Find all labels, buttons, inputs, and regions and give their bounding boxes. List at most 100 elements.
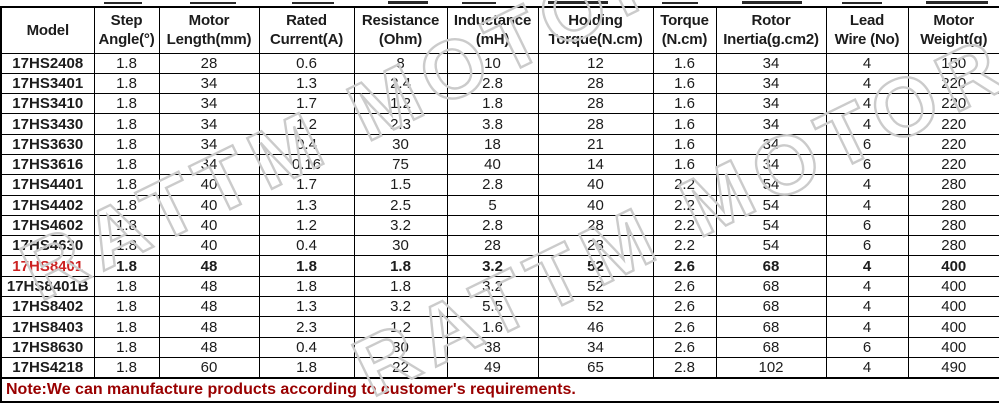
- header-line: (N.cm): [661, 31, 708, 49]
- value-cell: 38: [446, 336, 539, 358]
- value-cell: 0.16: [258, 153, 355, 176]
- value-cell: 30: [353, 336, 448, 358]
- value-cell: 1.8: [353, 255, 448, 277]
- value-cell: 3.8: [446, 113, 539, 135]
- value-cell: 34: [715, 113, 827, 135]
- header-line: Rotor: [751, 11, 791, 29]
- value-cell: 54: [715, 174, 827, 196]
- value-cell: 10: [446, 52, 539, 74]
- table-row: 17HS3410 1.8 34 1.7 1.2 1.8 28 1.6 34 4 220: [0, 93, 999, 115]
- header-line: Resistance: [361, 11, 440, 29]
- value-cell: 220: [907, 72, 999, 95]
- value-cell: 1.8: [446, 93, 539, 115]
- header-line: Rated: [286, 11, 327, 29]
- spec-table-body: 17HS2408 1.8 28 0.6 8 10 12 1.6 34 4 150 17HS3401 1.…: [0, 52, 999, 379]
- column-header-inductance: Inductance (mH): [446, 6, 539, 54]
- value-cell: 1.8: [93, 235, 160, 257]
- header-line: Angle(°): [98, 31, 155, 49]
- value-cell: 40: [537, 194, 654, 216]
- model-cell: 17HS8401: [0, 255, 95, 277]
- value-cell: 3.2: [446, 255, 539, 277]
- table-row: 17HS8630 1.8 48 0.4 30 38 34 2.6 68 6 400: [0, 336, 999, 358]
- value-cell: 1.8: [93, 316, 160, 338]
- value-cell: 34: [158, 133, 260, 155]
- model-cell: 17HS4602: [0, 214, 95, 237]
- header-line: Model: [26, 21, 70, 39]
- value-cell: 48: [158, 296, 260, 318]
- value-cell: 1.8: [93, 174, 160, 196]
- value-cell: 1.6: [652, 72, 717, 95]
- value-cell: 2.2: [652, 174, 717, 196]
- value-cell: 220: [907, 153, 999, 176]
- model-cell: 17HS3401: [0, 72, 95, 95]
- value-cell: 34: [715, 153, 827, 176]
- header-line: Wire (No): [834, 31, 900, 49]
- table-row: 17HS4630 1.8 40 0.4 30 28 28 2.2 54 6 280: [0, 235, 999, 257]
- model-cell: 17HS3430: [0, 113, 95, 135]
- value-cell: 3.2: [446, 275, 539, 298]
- value-cell: 400: [907, 336, 999, 358]
- value-cell: 400: [907, 296, 999, 318]
- value-cell: 1.8: [93, 153, 160, 176]
- value-cell: 34: [715, 72, 827, 95]
- value-cell: 49: [446, 356, 539, 379]
- value-cell: 1.7: [258, 174, 355, 196]
- column-header-motor-length: Motor Length(mm): [158, 6, 260, 54]
- header-line: Torque: [660, 11, 709, 29]
- value-cell: 28: [158, 52, 260, 74]
- value-cell: 30: [353, 235, 448, 257]
- value-cell: 40: [446, 153, 539, 176]
- value-cell: 14: [537, 153, 654, 176]
- table-footer: Note:We can manufacture products accordi…: [0, 376, 999, 403]
- header-line: Weight(g): [920, 31, 988, 49]
- column-header-torque: Torque (N.cm): [652, 6, 717, 54]
- model-cell: 17HS8630: [0, 336, 95, 358]
- value-cell: 280: [907, 174, 999, 196]
- value-cell: 4: [825, 316, 909, 338]
- value-cell: 60: [158, 356, 260, 379]
- value-cell: 28: [537, 113, 654, 135]
- value-cell: 6: [825, 153, 909, 176]
- value-cell: 28: [446, 235, 539, 257]
- column-header-lead-wire: Lead Wire (No): [825, 6, 909, 54]
- model-cell: 17HS3630: [0, 133, 95, 155]
- value-cell: 4: [825, 296, 909, 318]
- value-cell: 400: [907, 255, 999, 277]
- value-cell: 1.8: [258, 275, 355, 298]
- value-cell: 21: [537, 133, 654, 155]
- value-cell: 400: [907, 316, 999, 338]
- value-cell: 1.2: [353, 316, 448, 338]
- value-cell: 1.8: [258, 255, 355, 277]
- value-cell: 28: [537, 214, 654, 237]
- value-cell: 68: [715, 296, 827, 318]
- value-cell: 2.3: [353, 113, 448, 135]
- value-cell: 2.8: [446, 174, 539, 196]
- value-cell: 4: [825, 174, 909, 196]
- value-cell: 2.4: [353, 72, 448, 95]
- value-cell: 34: [158, 93, 260, 115]
- column-header-holding-torque: Holding Torque(N.cm): [537, 6, 654, 54]
- value-cell: 40: [158, 194, 260, 216]
- value-cell: 1.6: [652, 93, 717, 115]
- value-cell: 40: [158, 235, 260, 257]
- value-cell: 1.6: [652, 113, 717, 135]
- value-cell: 54: [715, 235, 827, 257]
- value-cell: 1.8: [93, 93, 160, 115]
- value-cell: 1.8: [93, 133, 160, 155]
- table-row: 17HS4401 1.8 40 1.7 1.5 2.8 40 2.2 54 4 280: [0, 174, 999, 196]
- table-row: 17HS8401B 1.8 48 1.8 1.8 3.2 52 2.6 68 4 400: [0, 275, 999, 298]
- header-line: Motor: [188, 11, 230, 29]
- value-cell: 22: [353, 356, 448, 379]
- table-row: 17HS4402 1.8 40 1.3 2.5 5 40 2.2 54 4 280: [0, 194, 999, 216]
- value-cell: 46: [537, 316, 654, 338]
- table-row: 17HS8401 1.8 48 1.8 1.8 3.2 52 2.6 68 4 400: [0, 255, 999, 277]
- model-cell: 17HS4218: [0, 356, 95, 379]
- value-cell: 1.8: [93, 356, 160, 379]
- model-cell: 17HS4401: [0, 174, 95, 196]
- value-cell: 1.5: [353, 174, 448, 196]
- table-row: 17HS2408 1.8 28 0.6 8 10 12 1.6 34 4 150: [0, 52, 999, 74]
- table-row: 17HS8403 1.8 48 2.3 1.2 1.6 46 2.6 68 4 400: [0, 316, 999, 338]
- value-cell: 34: [158, 72, 260, 95]
- motor-spec-table: Model Step Angle(°) Motor Length(mm) Rat…: [0, 6, 999, 403]
